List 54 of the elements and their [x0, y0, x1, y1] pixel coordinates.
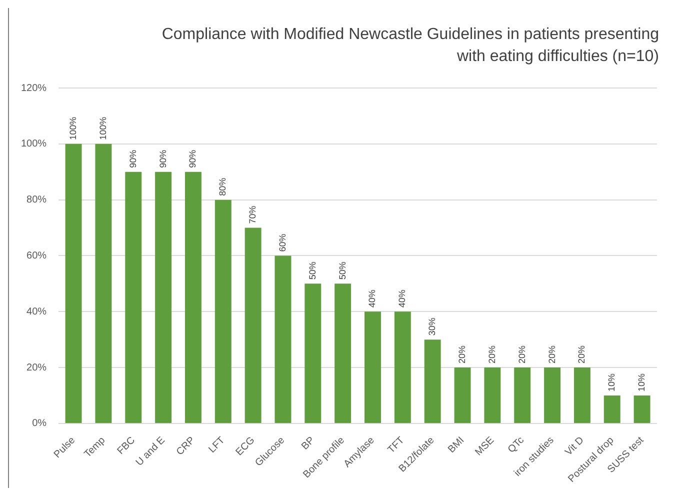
data-label: 100% [68, 116, 78, 140]
data-label: 80% [218, 178, 228, 196]
data-label: 70% [248, 206, 258, 224]
data-label: 20% [486, 346, 497, 364]
x-tick-label: LFT [206, 434, 228, 456]
y-tick-label: 120% [21, 82, 47, 94]
data-label: 50% [307, 262, 318, 280]
bar [155, 172, 172, 423]
y-tick-label: 60% [26, 250, 47, 262]
bar [125, 172, 142, 423]
bar [634, 396, 650, 423]
x-tick-label: CRP [174, 434, 198, 458]
bar [304, 284, 322, 423]
bar [454, 368, 471, 423]
bar [364, 312, 381, 423]
bar [574, 368, 590, 423]
x-tick-label: QTc [506, 434, 526, 456]
y-tick-label: 100% [21, 138, 47, 150]
y-tick-label: 40% [26, 306, 47, 318]
data-label: 50% [337, 262, 348, 280]
data-label: 40% [397, 290, 408, 308]
bar [514, 368, 531, 423]
bar [65, 144, 82, 423]
data-label: 90% [188, 150, 198, 168]
data-label: 40% [367, 290, 378, 308]
bar [544, 368, 561, 423]
data-label: 20% [456, 346, 467, 364]
bar [484, 368, 501, 423]
data-label: 30% [427, 318, 438, 336]
data-label: 10% [636, 373, 647, 392]
data-label: 60% [277, 234, 288, 252]
data-label: 10% [606, 373, 617, 392]
y-tick-label: 0% [32, 418, 47, 430]
bar [424, 340, 441, 423]
bar [394, 312, 411, 423]
x-tick-label: BP [300, 434, 318, 452]
bar [604, 396, 620, 423]
chart-title: Compliance with Modified Newcastle Guidelines in patients presenting with eating difficulties (n=10) [160, 25, 660, 67]
bar [244, 228, 262, 423]
data-label: 20% [546, 346, 557, 364]
x-tick-label: BMI [446, 434, 467, 456]
x-tick-label: Vit D [563, 434, 586, 458]
y-tick-label: 80% [26, 194, 47, 206]
data-label: 100% [98, 116, 108, 140]
bar [334, 284, 352, 423]
bar [184, 172, 202, 423]
data-label: 20% [576, 346, 587, 364]
data-label: 90% [158, 150, 168, 168]
y-tick-label: 20% [26, 362, 47, 374]
data-label: 20% [516, 346, 527, 364]
bar [95, 144, 112, 423]
data-label: 90% [128, 150, 138, 168]
bar [214, 200, 232, 423]
bar [274, 256, 292, 423]
